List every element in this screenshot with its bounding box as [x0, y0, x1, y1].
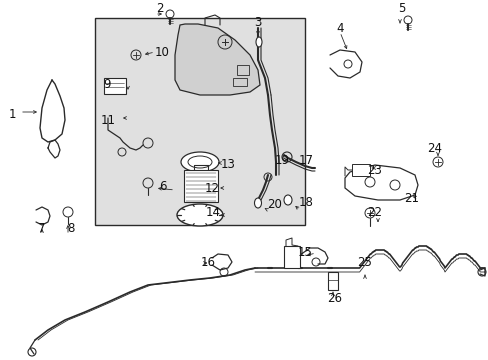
Text: 11: 11 [101, 113, 115, 126]
Text: 21: 21 [404, 192, 419, 204]
Text: 17: 17 [298, 153, 313, 166]
Ellipse shape [254, 198, 261, 208]
Text: 1: 1 [8, 108, 16, 122]
Text: 24: 24 [427, 141, 442, 154]
Bar [95, 18, 305, 225]
Text: 14: 14 [205, 207, 220, 220]
Text: 8: 8 [67, 221, 75, 234]
Bar [104, 78, 126, 94]
Text: 25: 25 [357, 256, 372, 269]
Bar [232, 78, 246, 86]
Bar [284, 246, 299, 268]
Bar [351, 164, 369, 176]
Text: 26: 26 [327, 292, 342, 305]
Bar [237, 65, 248, 75]
Text: 22: 22 [367, 206, 382, 219]
Text: 18: 18 [298, 195, 313, 208]
Text: 12: 12 [204, 181, 219, 194]
Text: 13: 13 [220, 158, 235, 171]
Ellipse shape [256, 37, 262, 47]
Text: 15: 15 [297, 246, 312, 258]
Text: 6: 6 [159, 180, 166, 194]
Bar [183, 170, 218, 202]
Text: 10: 10 [154, 46, 169, 59]
Text: 23: 23 [367, 163, 382, 176]
Text: 4: 4 [336, 22, 343, 35]
Text: 5: 5 [398, 1, 405, 14]
Text: 2: 2 [156, 1, 163, 14]
Bar [327, 272, 337, 290]
Polygon shape [175, 24, 260, 95]
Text: 16: 16 [200, 256, 215, 269]
Ellipse shape [187, 156, 212, 168]
Text: 19: 19 [274, 153, 289, 166]
Ellipse shape [284, 195, 291, 205]
Polygon shape [345, 165, 417, 200]
Text: 7: 7 [38, 221, 46, 234]
Text: 9: 9 [103, 78, 110, 91]
Ellipse shape [177, 204, 223, 226]
Text: 20: 20 [267, 198, 282, 211]
Ellipse shape [181, 152, 219, 172]
Text: 3: 3 [254, 15, 261, 28]
